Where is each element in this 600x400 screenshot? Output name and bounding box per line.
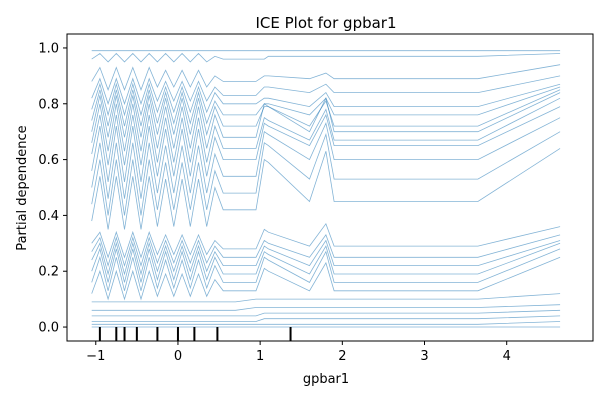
ice-line-22 [91,309,561,317]
ice-line-17 [91,242,561,283]
ice-line-18 [91,248,561,291]
y-tick-label: 0.4 [38,209,59,224]
ice-line-4 [91,75,561,106]
x-tick-label: 0 [174,349,182,364]
ice-line-12 [91,131,561,216]
y-tick-label: 0.8 [38,97,59,112]
x-tick-label: 1 [256,349,264,364]
x-tick-label: 2 [338,349,346,364]
ice-line-2 [91,52,561,63]
ice-line-20 [91,293,561,303]
y-tick-label: 1.0 [38,41,59,56]
ice-line-11 [91,117,561,199]
ice-line-7 [91,89,561,138]
x-tick-label: −1 [86,349,105,364]
ice-line-10 [91,106,561,182]
y-axis: 0.0 0.2 0.4 0.6 0.8 1.0 [38,41,67,336]
ice-line-24 [91,321,561,325]
ice-line-6 [91,86,561,127]
ice-line-16 [91,239,561,276]
x-tick-label: 3 [420,349,428,364]
rug-group [98,327,292,341]
y-axis-label: Partial dependence [15,125,30,250]
y-tick-label: 0.2 [38,265,59,280]
ice-line-19 [91,256,561,301]
ice-line-3 [91,64,561,91]
x-tick-label: 4 [503,349,511,364]
x-axis: −1 0 1 2 3 4 [86,341,511,364]
ice-line-8 [91,92,561,152]
ice-line-13 [91,148,561,230]
plot-area-frame [66,33,594,342]
ice-line-9 [91,97,561,166]
y-tick-label: 0.6 [38,153,59,168]
ice-line-15 [91,234,561,268]
ice-line-5 [91,82,561,117]
ice-line-14 [91,222,561,259]
chart-title: ICE Plot for gpbar1 [255,14,396,32]
ice-line-21 [91,304,561,311]
x-axis-label: gpbar1 [303,372,349,387]
ice-line-23 [91,315,561,322]
y-tick-label: 0.0 [38,321,59,336]
